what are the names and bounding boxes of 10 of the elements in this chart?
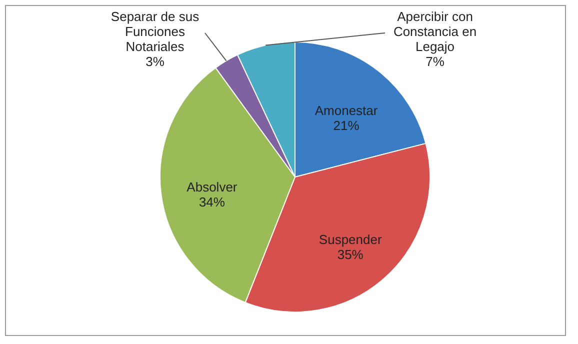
slice-label: Apercibir con Constancia en Legajo <box>393 9 477 54</box>
data-label: 7% <box>426 54 445 69</box>
data-label: 34% <box>198 194 226 210</box>
data-label: 3% <box>146 54 165 69</box>
data-label: 21% <box>333 118 360 133</box>
data-label: 35% <box>337 246 364 262</box>
slice-label: Absolver <box>186 179 238 194</box>
slice-label: Suspender <box>318 232 382 247</box>
slice-label: Separar de sus Funciones Notariales <box>110 9 200 54</box>
slice-label: Amonestar <box>314 102 378 118</box>
